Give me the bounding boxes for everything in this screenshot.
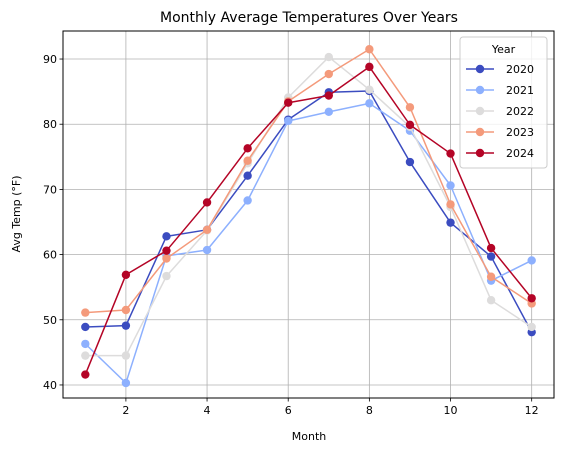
data-point bbox=[121, 378, 131, 388]
x-tick-label: 10 bbox=[444, 404, 458, 417]
data-point bbox=[486, 243, 496, 253]
legend-item: 2022 bbox=[466, 105, 534, 118]
data-point bbox=[243, 144, 252, 153]
data-point bbox=[243, 171, 252, 180]
legend-title: Year bbox=[491, 43, 516, 56]
legend-swatch-marker bbox=[475, 148, 485, 158]
y-tick-label: 60 bbox=[43, 249, 57, 262]
data-point bbox=[162, 246, 171, 255]
data-point bbox=[365, 99, 374, 108]
chart-title: Monthly Average Temperatures Over Years bbox=[160, 10, 458, 26]
series-2024 bbox=[81, 62, 536, 379]
x-tick-label: 12 bbox=[525, 404, 539, 417]
data-point bbox=[202, 245, 212, 255]
data-point bbox=[486, 252, 496, 261]
data-point bbox=[486, 272, 496, 281]
data-point bbox=[81, 339, 90, 349]
data-point bbox=[405, 120, 415, 130]
data-point bbox=[121, 270, 131, 279]
data-point bbox=[405, 103, 415, 112]
x-tick-label: 6 bbox=[285, 404, 292, 417]
series-line bbox=[84, 66, 533, 375]
legend-swatch-marker bbox=[475, 64, 485, 74]
y-axis-label: Avg Temp (°F) bbox=[10, 175, 23, 252]
data-point bbox=[446, 181, 455, 190]
data-point bbox=[202, 225, 212, 235]
series-line bbox=[84, 102, 533, 384]
legend-item: 2024 bbox=[466, 147, 534, 160]
legend-item: 2020 bbox=[466, 63, 534, 76]
legend-label: 2020 bbox=[506, 63, 534, 76]
y-tick-label: 40 bbox=[43, 379, 57, 392]
data-point bbox=[324, 107, 333, 117]
legend-label: 2022 bbox=[506, 105, 534, 118]
axis-ticks: 2 4 6 8 10 12 40 50 60 70 80 90 bbox=[43, 53, 539, 417]
legend-swatch-marker bbox=[475, 127, 485, 137]
series-line bbox=[85, 90, 533, 333]
series-layer bbox=[81, 45, 536, 388]
data-point bbox=[446, 218, 455, 227]
data-point bbox=[527, 294, 536, 303]
data-point bbox=[202, 198, 212, 207]
legend-swatch-marker bbox=[475, 85, 485, 95]
data-point bbox=[446, 149, 455, 158]
data-point bbox=[243, 156, 252, 165]
legend: Year 2020 2021 2022 2023 2024 bbox=[459, 36, 548, 169]
data-point bbox=[365, 85, 374, 94]
y-tick-label: 70 bbox=[43, 183, 57, 196]
legend-label: 2024 bbox=[506, 147, 534, 160]
data-point bbox=[162, 232, 171, 241]
data-point bbox=[121, 321, 131, 330]
data-point bbox=[365, 62, 374, 72]
data-point bbox=[81, 322, 90, 332]
x-tick-label: 4 bbox=[204, 404, 211, 417]
data-point bbox=[121, 305, 131, 315]
series-line bbox=[85, 48, 533, 314]
data-point bbox=[162, 254, 171, 263]
x-axis-label: Month bbox=[292, 430, 327, 443]
data-point bbox=[284, 98, 293, 107]
data-point bbox=[81, 308, 90, 317]
data-point bbox=[243, 196, 252, 205]
data-point bbox=[324, 52, 333, 62]
data-point bbox=[121, 351, 131, 360]
data-point bbox=[365, 45, 374, 54]
series-line bbox=[85, 56, 533, 357]
data-point bbox=[527, 256, 536, 265]
data-point bbox=[324, 69, 333, 79]
legend-item: 2023 bbox=[466, 126, 534, 139]
x-tick-label: 2 bbox=[122, 404, 129, 417]
data-point bbox=[527, 322, 536, 332]
plot-frame bbox=[62, 30, 555, 399]
data-point bbox=[81, 370, 90, 379]
y-tick-label: 80 bbox=[43, 118, 57, 131]
y-tick-label: 90 bbox=[43, 53, 57, 66]
legend-label: 2021 bbox=[506, 84, 534, 97]
data-point bbox=[486, 296, 496, 305]
data-point bbox=[446, 200, 455, 209]
data-point bbox=[284, 116, 293, 126]
data-point bbox=[162, 271, 171, 281]
data-point bbox=[405, 157, 415, 167]
data-point bbox=[81, 351, 90, 360]
legend-label: 2023 bbox=[506, 126, 534, 139]
legend-item: 2021 bbox=[466, 84, 534, 97]
y-tick-label: 50 bbox=[43, 314, 57, 327]
legend-swatch-marker bbox=[475, 106, 485, 116]
data-point bbox=[324, 91, 333, 100]
x-tick-label: 8 bbox=[366, 404, 373, 417]
